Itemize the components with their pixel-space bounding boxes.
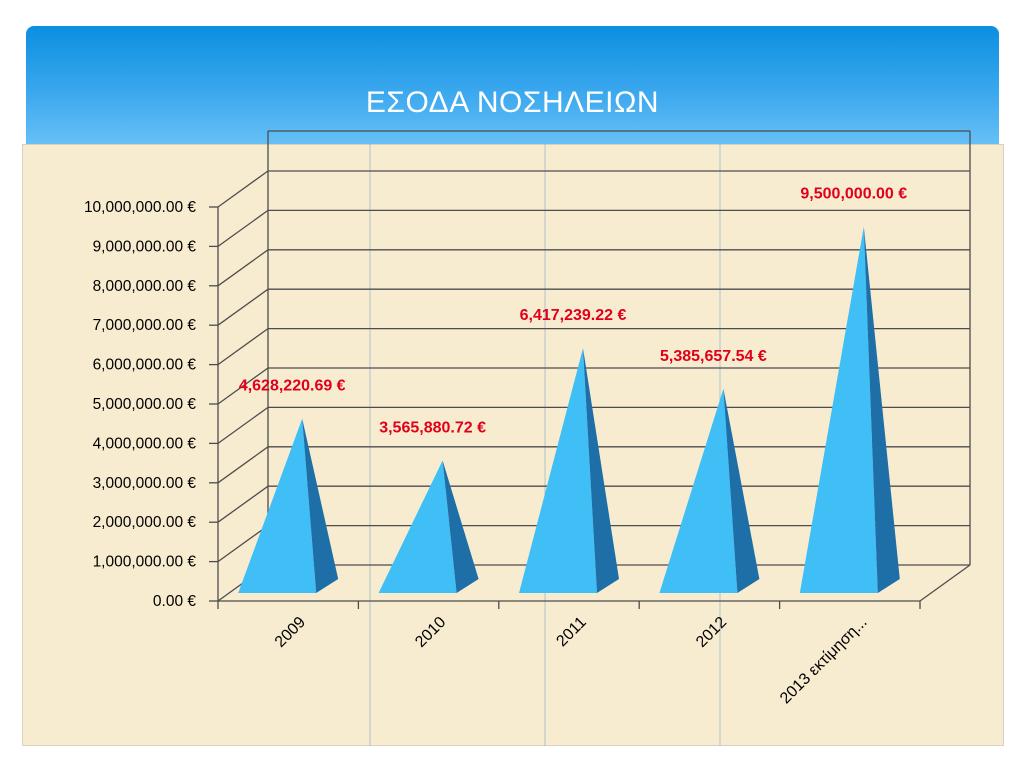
pyramid-bar (378, 460, 479, 593)
title-band (26, 26, 999, 144)
y-tick-label: 6,000,000.00 € (93, 357, 197, 374)
y-tick-label: 10,000,000.00 € (84, 199, 196, 216)
pyramid-bar (799, 226, 900, 593)
data-label: 9,500,000.00 € (800, 186, 907, 203)
data-label: 4,628,220.69 € (239, 378, 346, 395)
slide-title: ΕΣΟΔΑ ΝΟΣΗΛΕΙΩΝ (365, 86, 660, 119)
y-tick-label: 2,000,000.00 € (93, 514, 197, 531)
pyramid-bar (659, 388, 760, 593)
pyramid-side-face (442, 460, 479, 593)
y-tick-label: 4,000,000.00 € (93, 435, 197, 452)
y-tick-label: 9,000,000.00 € (93, 238, 197, 255)
pyramid-side-face (583, 348, 619, 593)
y-tick-label: 8,000,000.00 € (93, 278, 197, 295)
pyramid-front-face (519, 348, 597, 593)
gridline (217, 209, 970, 247)
pyramid-side-face (302, 418, 339, 593)
data-label: 6,417,239.22 € (520, 307, 627, 324)
y-tick-label: 3,000,000.00 € (93, 475, 197, 492)
x-tick-label: 2013 εκτίμηση... (777, 614, 871, 708)
pyramid-front-face (238, 418, 317, 593)
x-tick-label: 2010 (412, 614, 449, 651)
pyramid-front-face (659, 388, 738, 593)
data-label: 5,385,657.54 € (660, 348, 767, 365)
x-tick-label: 2012 (693, 614, 730, 651)
pyramid-bar (519, 348, 619, 593)
pyramid-front-face (799, 226, 878, 593)
pyramid-side-face (863, 226, 900, 593)
y-tick-label: 5,000,000.00 € (93, 396, 197, 413)
pyramid-front-face (378, 460, 457, 593)
pyramid-side-face (723, 388, 760, 593)
floor-right-edge (919, 564, 971, 602)
y-tick-label: 1,000,000.00 € (93, 554, 197, 571)
pyramid-bar (238, 418, 339, 593)
x-tick-label: 2009 (272, 614, 309, 651)
x-tick-label: 2011 (553, 614, 589, 650)
y-tick-label: 7,000,000.00 € (93, 317, 197, 334)
y-tick-label: 0.00 € (153, 593, 196, 610)
data-label: 3,565,880.72 € (379, 420, 486, 437)
